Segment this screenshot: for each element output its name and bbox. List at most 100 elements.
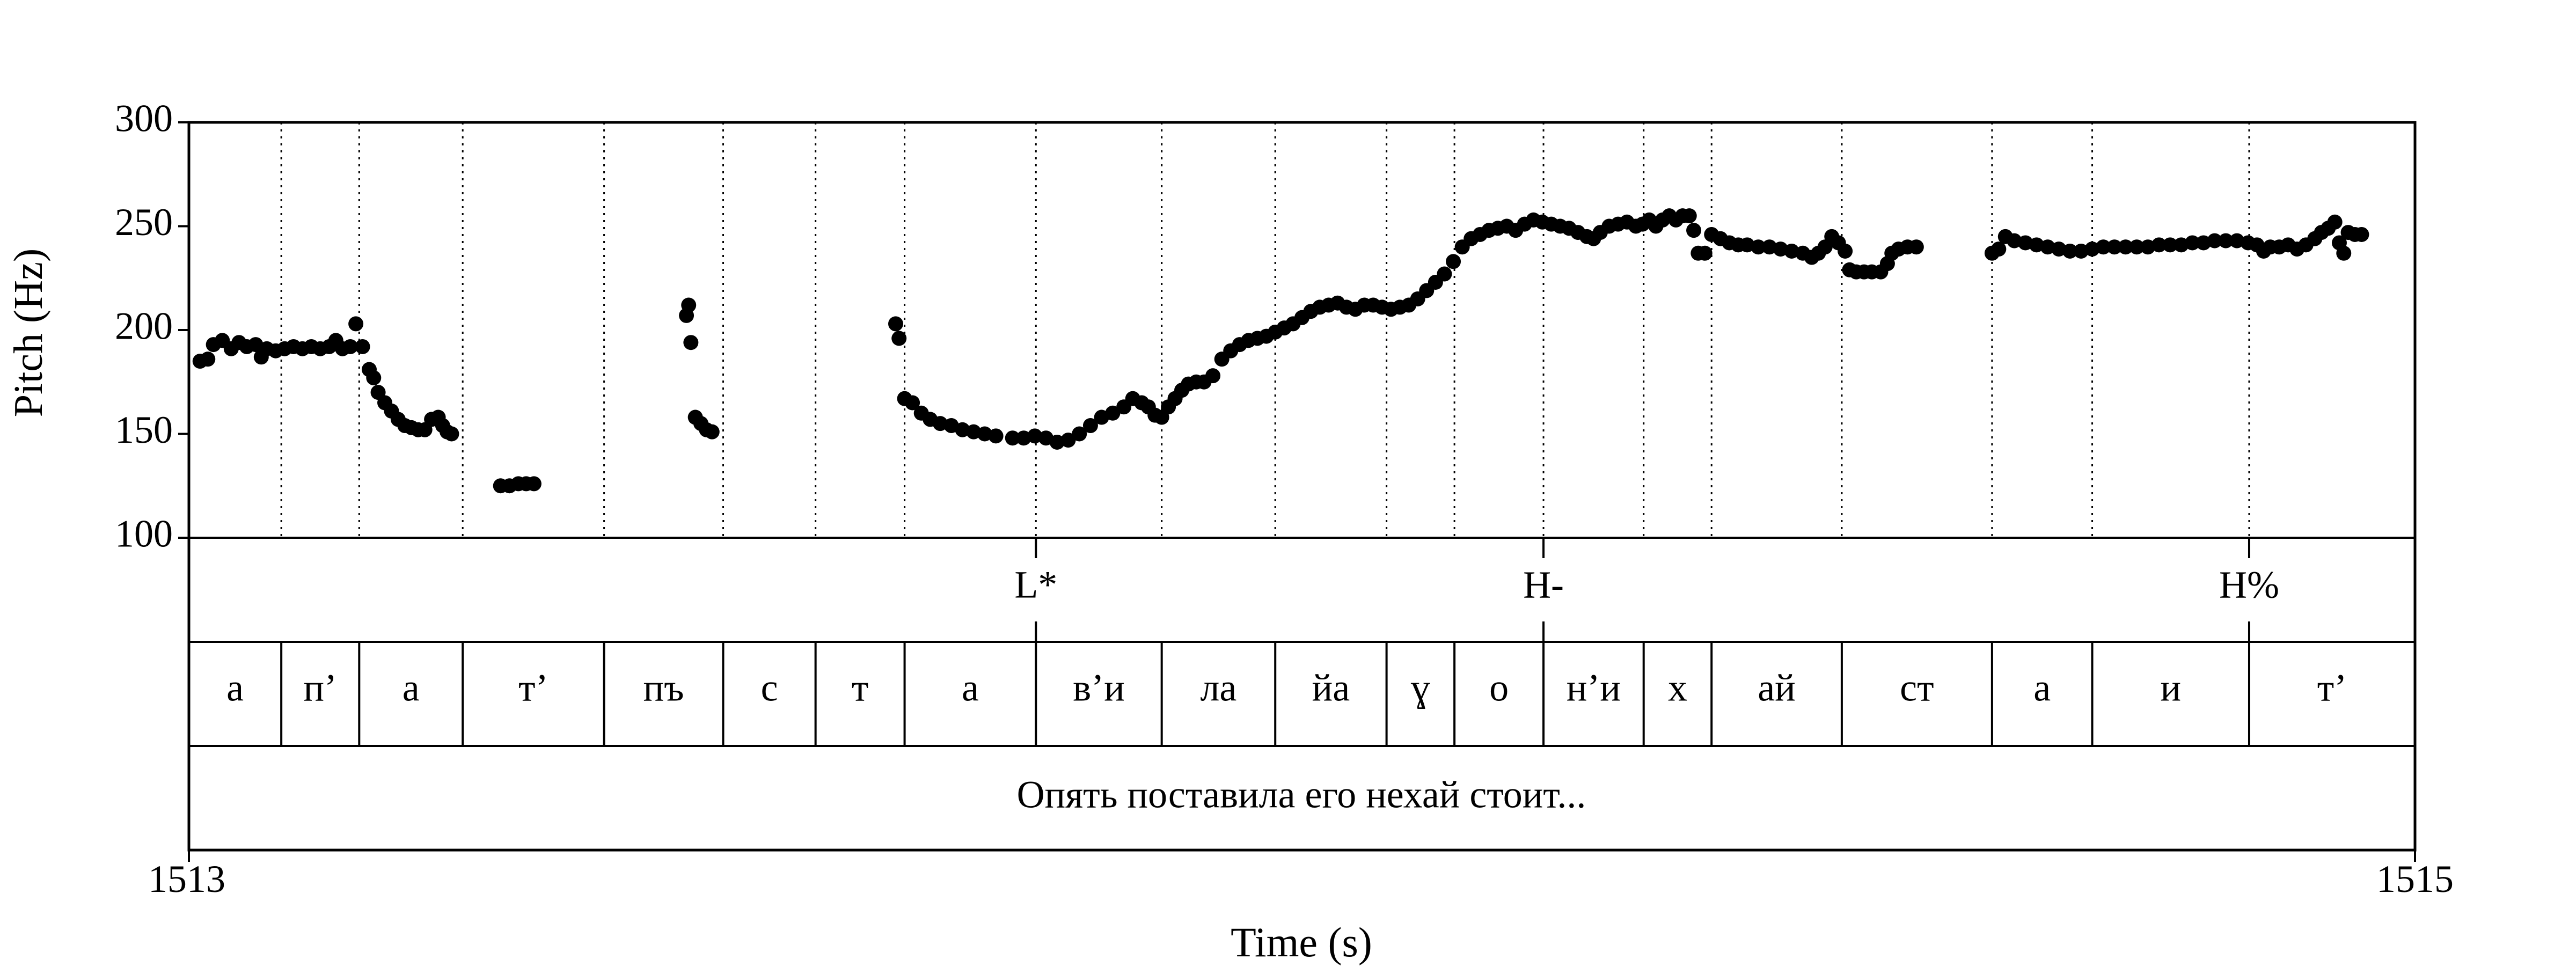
pitch-point xyxy=(681,297,697,313)
pitch-point xyxy=(2007,233,2022,248)
pitch-point xyxy=(1739,237,1755,253)
pitch-point xyxy=(1049,434,1065,450)
pitch-point xyxy=(1437,266,1452,282)
pitch-point xyxy=(977,426,992,442)
pitch-point xyxy=(2029,237,2044,253)
pitch-point xyxy=(200,352,216,367)
x-axis-label: Time (s) xyxy=(1231,919,1372,965)
y-tick-label: 100 xyxy=(115,513,173,555)
pitch-point xyxy=(2327,214,2343,230)
pitch-point xyxy=(955,422,970,437)
tier-frames xyxy=(187,121,2417,862)
segment-label: пъ xyxy=(643,667,684,709)
pitch-point xyxy=(888,316,903,332)
pitch-point xyxy=(1060,433,1076,448)
pitch-point xyxy=(342,339,358,354)
pitch-point xyxy=(2062,243,2078,259)
segment-label: т’ xyxy=(518,667,548,709)
pitch-point xyxy=(2354,226,2369,242)
x-tick-label-end: 1515 xyxy=(2376,858,2454,901)
pitch-point xyxy=(444,426,459,442)
pitch-point xyxy=(2218,233,2234,248)
pitch-point xyxy=(1697,245,1713,261)
segment-label: т xyxy=(852,667,868,709)
segment-label: о xyxy=(1489,667,1509,709)
pitch-point xyxy=(988,428,1004,444)
pitch-contour xyxy=(192,208,2369,494)
pitch-point xyxy=(1072,426,1087,442)
pitch-point xyxy=(2096,239,2111,255)
pitch-point xyxy=(366,370,382,386)
pitch-point xyxy=(2207,233,2222,248)
pitch-point xyxy=(2140,239,2156,255)
y-tick-label: 150 xyxy=(115,408,173,451)
pitch-point xyxy=(704,424,720,440)
pitch-point xyxy=(905,395,920,411)
pitch-point xyxy=(1762,239,1777,255)
segment-label: в’и xyxy=(1073,667,1125,709)
pitch-point xyxy=(1082,418,1098,434)
segment-tier: а п’ а т’ пъ с т а в’и ла йа ɣ о н’и х ай ст а и т’ xyxy=(226,642,2347,746)
segment-label: п’ xyxy=(303,667,337,709)
pitch-point xyxy=(2073,243,2089,259)
pitch-point xyxy=(2151,237,2167,253)
pitch-point xyxy=(1784,243,1799,259)
pitch-point xyxy=(355,339,370,354)
segment-label: ай xyxy=(1758,667,1796,709)
segment-label: ла xyxy=(1201,667,1237,709)
pitch-point xyxy=(348,316,364,332)
pitch-point xyxy=(891,331,907,346)
x-tick-label-start: 1513 xyxy=(148,858,225,901)
pitch-point xyxy=(2107,239,2123,255)
pitch-point xyxy=(2174,237,2189,253)
pitch-point xyxy=(2129,239,2145,255)
pitch-point xyxy=(2051,241,2067,257)
pitch-point xyxy=(1027,428,1043,444)
segment-label: а xyxy=(962,667,979,709)
segment-label: т’ xyxy=(2317,667,2347,709)
segment-label: с xyxy=(761,667,778,709)
segment-label: а xyxy=(226,667,244,709)
utterance-text: Опять поставила его нехай стоит... xyxy=(1017,773,1586,816)
pitch-point xyxy=(1005,430,1020,446)
pitch-point xyxy=(1686,223,1702,238)
tone-tier: L* H- H% xyxy=(1014,538,2279,642)
y-tick-label: 200 xyxy=(115,305,173,348)
tone-label: L* xyxy=(1014,564,1057,606)
y-axis-label: Pitch (Hz) xyxy=(6,248,51,417)
segment-label: х xyxy=(1668,667,1687,709)
pitch-point xyxy=(2185,235,2200,251)
pitch-point xyxy=(2040,239,2055,255)
pitch-point xyxy=(2196,235,2211,251)
pitch-point xyxy=(1751,239,1766,255)
segment-label: и xyxy=(2160,667,2181,709)
pitch-point xyxy=(2162,237,2178,253)
segment-label: йа xyxy=(1312,667,1350,709)
tone-label: H- xyxy=(1523,564,1564,606)
pitch-point xyxy=(1838,243,1853,259)
pitch-point xyxy=(966,424,982,440)
pitch-point xyxy=(932,416,948,431)
segment-label: н’и xyxy=(1567,667,1621,709)
segment-label: ɣ xyxy=(1411,667,1430,709)
pitch-point xyxy=(1908,239,1924,255)
y-axis: 100 150 200 250 300 xyxy=(115,97,189,555)
segment-label: ст xyxy=(1900,667,1934,709)
pitch-point xyxy=(2118,239,2133,255)
tone-label: H% xyxy=(2219,564,2279,606)
pitch-point xyxy=(526,476,541,492)
pitch-point xyxy=(1773,241,1788,257)
chart-frame xyxy=(187,121,2417,852)
pitch-point xyxy=(2229,233,2245,248)
segment-label: а xyxy=(2033,667,2051,709)
pitch-point xyxy=(2336,245,2352,261)
pitch-point xyxy=(1105,405,1121,421)
pitch-point xyxy=(1446,254,1461,269)
y-tick-label: 300 xyxy=(115,97,173,140)
pitch-point xyxy=(1205,368,1221,384)
segment-label: а xyxy=(402,667,420,709)
pitch-point xyxy=(683,335,699,350)
pitch-point xyxy=(2018,235,2033,251)
pitch-point xyxy=(1016,430,1031,446)
